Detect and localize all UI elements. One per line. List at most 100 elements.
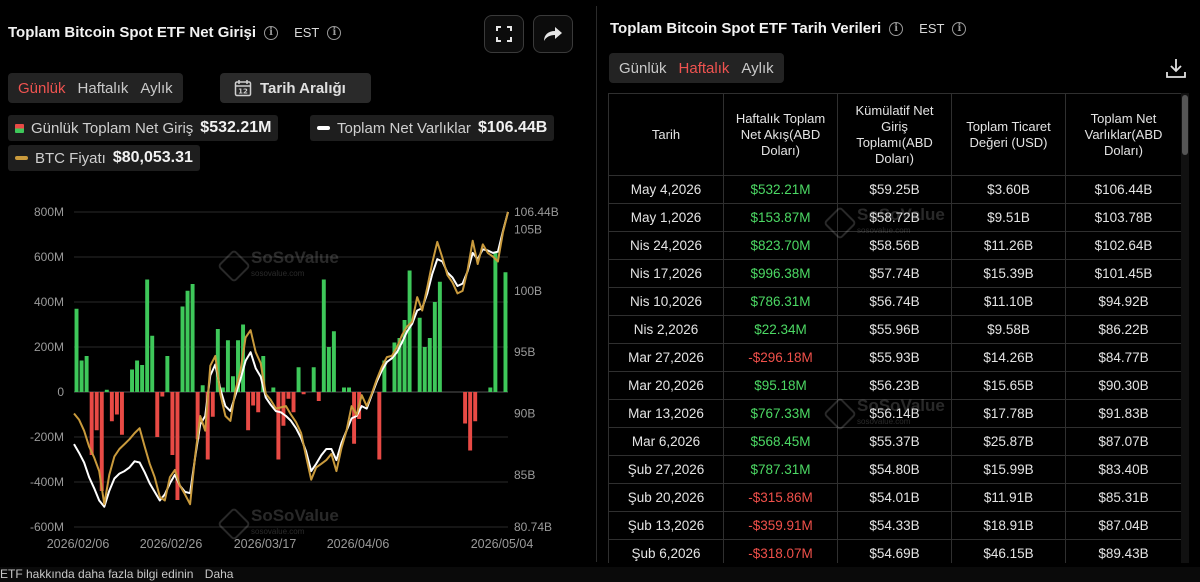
table-row[interactable]: Şub 27,2026 $787.31M $54.80B $15.99B $83.40B — [608, 455, 1181, 484]
table-row[interactable]: Nis 2,2026 $22.34M $55.96B $9.58B $86.22B — [608, 315, 1181, 344]
svg-text:12: 12 — [238, 88, 248, 96]
timezone-info-icon[interactable]: i — [952, 21, 967, 36]
cell-date: Mar 6,2026 — [608, 427, 724, 456]
y-tick-label-left: 800M — [34, 205, 64, 219]
y-tick-label-left: 600M — [34, 250, 64, 264]
cell-net-assets: $103.78B — [1065, 203, 1181, 232]
net-inflow-bar — [200, 385, 205, 392]
cell-net-assets: $84.77B — [1065, 343, 1181, 372]
cell-date: Şub 20,2026 — [608, 483, 724, 512]
info-icon[interactable]: i — [264, 25, 279, 40]
net-inflow-bar — [256, 392, 261, 413]
tab-daily[interactable]: Günlük — [619, 59, 667, 77]
cell-net-assets: $87.07B — [1065, 427, 1181, 456]
cell-weekly-flow: $767.33M — [723, 399, 838, 428]
col-header-cumulative[interactable]: Kümülatif Net Giriş Toplamı(ABD Doları) — [837, 93, 952, 176]
cell-date: May 1,2026 — [608, 203, 724, 232]
net-inflow-bar — [190, 284, 195, 392]
cell-trade-value: $25.87B — [951, 427, 1066, 456]
tab-monthly[interactable]: Aylık — [140, 79, 173, 97]
download-icon[interactable] — [1165, 57, 1187, 79]
col-header-trade-value[interactable]: Toplam Ticaret Değeri (USD) — [951, 93, 1066, 176]
table-row[interactable]: Mar 20,2026 $95.18M $56.23B $15.65B $90.30B — [608, 371, 1181, 400]
net-inflow-bar — [79, 360, 84, 392]
cell-net-assets: $86.22B — [1065, 315, 1181, 344]
net-inflow-bar — [165, 356, 170, 392]
net-inflow-bar — [119, 392, 124, 435]
table-row[interactable]: May 4,2026 $532.21M $59.25B $3.60B $106.44B — [608, 175, 1181, 204]
net-inflow-bar — [246, 392, 251, 431]
cell-net-assets: $90.30B — [1065, 371, 1181, 400]
table-header-row: Tarih Haftalık Toplam Net Akış(ABD Dolar… — [608, 93, 1181, 176]
table-row[interactable]: Şub 13,2026 -$359.91M $54.33B $18.91B $87.04… — [608, 511, 1181, 540]
cell-date: Şub 6,2026 — [608, 539, 724, 563]
col-header-weekly-flow[interactable]: Haftalık Toplam Net Akış(ABD Doları) — [723, 93, 838, 176]
net-inflow-bar — [402, 320, 407, 392]
legend-assets[interactable]: Toplam Net Varlıklar $106.44B — [310, 115, 555, 141]
footer-bar: ETF hakkında daha fazla bilgi edinin Dah… — [0, 567, 1200, 582]
cell-date: Nis 2,2026 — [608, 315, 724, 344]
cell-net-assets: $106.44B — [1065, 175, 1181, 204]
legend-btc[interactable]: BTC Fiyatı $80,053.31 — [8, 145, 200, 171]
cell-cumulative: $58.56B — [837, 231, 952, 260]
net-inflow-bar — [316, 392, 321, 401]
net-inflow-bar — [488, 387, 493, 392]
info-icon[interactable]: i — [889, 21, 904, 36]
table-row[interactable]: May 1,2026 $153.87M $58.72B $9.51B $103.78B — [608, 203, 1181, 232]
table-row[interactable]: Mar 13,2026 $767.33M $56.14B $17.78B $91.83B — [608, 399, 1181, 428]
net-inflow-bar — [311, 367, 316, 392]
cell-weekly-flow: $996.38M — [723, 259, 838, 288]
y-tick-label-left: -200M — [30, 430, 64, 444]
table-row[interactable]: Nis 17,2026 $996.38M $57.74B $15.39B $101.45… — [608, 259, 1181, 288]
assets-value: $106.44B — [477, 119, 548, 136]
share-button[interactable] — [533, 15, 573, 53]
net-inflow-bar — [347, 387, 352, 392]
net-inflow-bar — [185, 290, 190, 392]
tab-weekly[interactable]: Haftalık — [678, 59, 730, 77]
table-row[interactable]: Mar 6,2026 $568.45M $55.37B $25.87B $87.07B — [608, 427, 1181, 456]
table-scrollbar[interactable] — [1181, 93, 1189, 563]
cell-cumulative: $58.72B — [837, 203, 952, 232]
cell-date: Şub 27,2026 — [608, 455, 724, 484]
net-inflow-bar — [135, 360, 140, 392]
timezone-info-icon[interactable]: i — [327, 25, 342, 40]
x-tick-label: 2026/04/06 — [327, 537, 390, 551]
tab-daily[interactable]: Günlük — [18, 79, 66, 97]
cell-trade-value: $15.99B — [951, 455, 1066, 484]
net-inflow-bar — [468, 392, 473, 451]
table-row[interactable]: Nis 10,2026 $786.31M $56.74B $11.10B $94.92B — [608, 287, 1181, 316]
assets-swatch — [317, 126, 330, 130]
net-inflow-bar — [377, 392, 382, 460]
table-row[interactable]: Şub 6,2026 -$318.07M $54.69B $46.15B $89.43B — [608, 539, 1181, 563]
cell-trade-value: $11.91B — [951, 483, 1066, 512]
x-tick-label: 2026/05/04 — [471, 537, 534, 551]
net-inflow-bar — [89, 392, 94, 455]
fullscreen-button[interactable] — [484, 15, 524, 53]
net-inflow-bar — [225, 340, 230, 392]
net-inflow-bar — [392, 342, 397, 392]
btc-swatch — [15, 156, 28, 160]
cell-weekly-flow: $568.45M — [723, 427, 838, 456]
net-inflow-bar — [104, 389, 109, 392]
footer-learn-more-link[interactable]: ETF hakkında daha fazla bilgi edinin — [0, 567, 194, 581]
col-header-net-assets[interactable]: Toplam Net Varlıklar(ABD Doları) — [1065, 93, 1181, 176]
cell-date: Nis 10,2026 — [608, 287, 724, 316]
table-row[interactable]: Mar 27,2026 -$296.18M $55.93B $14.26B $84.77… — [608, 343, 1181, 372]
date-range-button[interactable]: 12 Tarih Aralığı — [220, 73, 371, 103]
cell-trade-value: $17.78B — [951, 399, 1066, 428]
net-inflow-bar — [463, 392, 468, 424]
history-table-container[interactable]: Tarih Haftalık Toplam Net Akış(ABD Dolar… — [608, 93, 1181, 563]
net-inflow-bar — [422, 347, 427, 392]
col-header-date[interactable]: Tarih — [608, 93, 724, 176]
net-inflow-panel: Toplam Bitcoin Spot ETF Net Girişi i EST… — [0, 0, 590, 566]
table-row[interactable]: Nis 24,2026 $823.70M $58.56B $11.26B $102.64… — [608, 231, 1181, 260]
tab-monthly[interactable]: Aylık — [741, 59, 774, 77]
legend-inflow[interactable]: Günlük Toplam Net Giriş $532.21M — [8, 115, 279, 141]
cell-weekly-flow: $153.87M — [723, 203, 838, 232]
tab-weekly[interactable]: Haftalık — [77, 79, 129, 97]
footer-more-link[interactable]: Daha — [204, 567, 234, 581]
cell-trade-value: $15.65B — [951, 371, 1066, 400]
table-row[interactable]: Şub 20,2026 -$315.86M $54.01B $11.91B $85.31… — [608, 483, 1181, 512]
x-tick-label: 2026/02/06 — [47, 537, 110, 551]
cell-weekly-flow: -$296.18M — [723, 343, 838, 372]
